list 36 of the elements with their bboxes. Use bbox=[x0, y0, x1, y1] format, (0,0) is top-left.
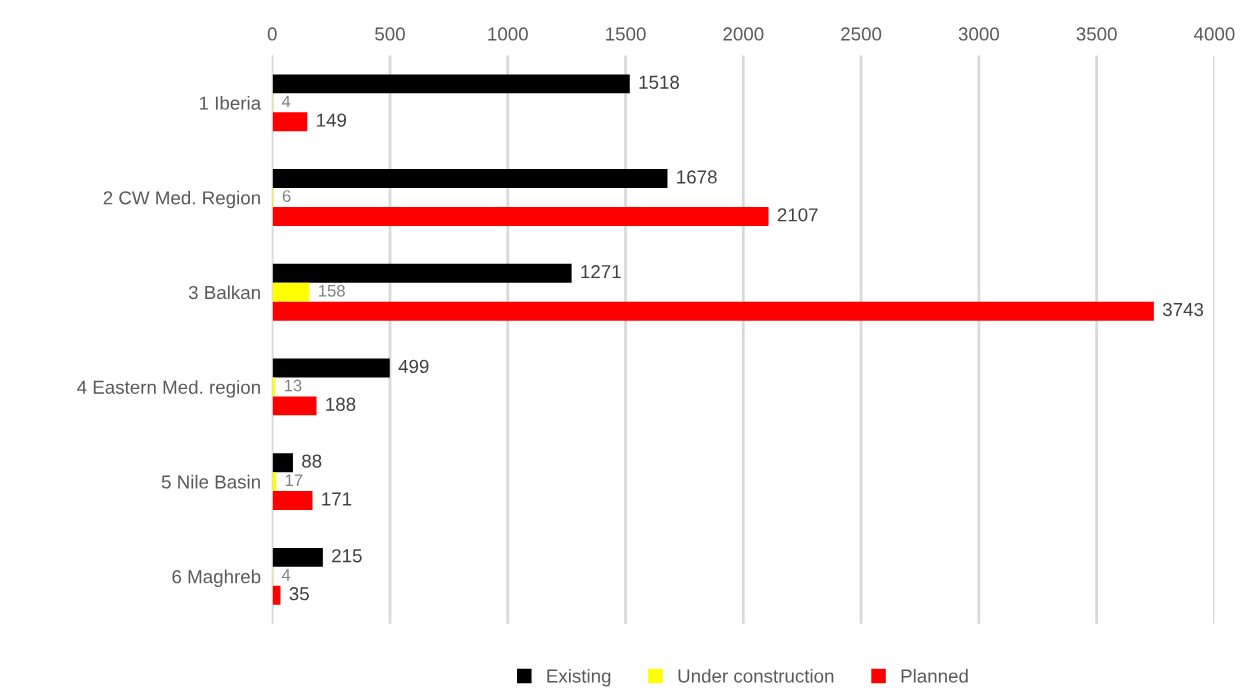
y-tick-label: 4 Eastern Med. region bbox=[77, 380, 260, 398]
x-tick-label: 2000 bbox=[723, 27, 764, 41]
data-label: 1271 bbox=[581, 265, 621, 279]
data-label: 149 bbox=[317, 113, 347, 127]
data-label: 35 bbox=[289, 587, 309, 601]
x-tick-label: 1500 bbox=[606, 27, 646, 41]
y-tick-label: 1 Iberia bbox=[200, 96, 262, 110]
legend-label: Planned bbox=[901, 668, 968, 683]
x-tick-label: 4000 bbox=[1193, 27, 1235, 41]
data-label: 88 bbox=[302, 454, 322, 468]
data-label: 2107 bbox=[777, 208, 818, 222]
legend-label: Under construction bbox=[678, 668, 834, 683]
data-label: 3743 bbox=[1162, 302, 1204, 317]
data-label: 17 bbox=[285, 474, 303, 486]
x-tick-label: 3000 bbox=[958, 27, 999, 41]
data-label: 171 bbox=[322, 492, 352, 506]
data-label: 499 bbox=[398, 359, 429, 374]
data-label: 188 bbox=[326, 397, 356, 411]
data-label: 4 bbox=[281, 569, 291, 581]
data-label: 13 bbox=[284, 379, 302, 392]
data-label: 4 bbox=[281, 95, 291, 108]
y-tick-label: 3 Balkan bbox=[188, 285, 260, 300]
x-tick-label: 0 bbox=[267, 27, 277, 41]
data-label: 6 bbox=[282, 190, 291, 202]
data-label: 215 bbox=[332, 549, 362, 563]
y-tick-label: 5 Nile Basin bbox=[161, 474, 260, 489]
y-tick-label: 2 CW Med. Region bbox=[103, 190, 260, 209]
legend-label: Existing bbox=[547, 668, 611, 687]
data-label: 1518 bbox=[639, 75, 680, 89]
y-tick-label: 6 Maghreb bbox=[172, 569, 261, 588]
x-tick-label: 1000 bbox=[488, 27, 528, 41]
x-tick-label: 2500 bbox=[841, 27, 882, 41]
x-tick-label: 3500 bbox=[1076, 27, 1117, 41]
data-label: 1678 bbox=[677, 170, 717, 184]
x-tick-label: 500 bbox=[375, 27, 405, 41]
data-label: 158 bbox=[319, 284, 345, 297]
